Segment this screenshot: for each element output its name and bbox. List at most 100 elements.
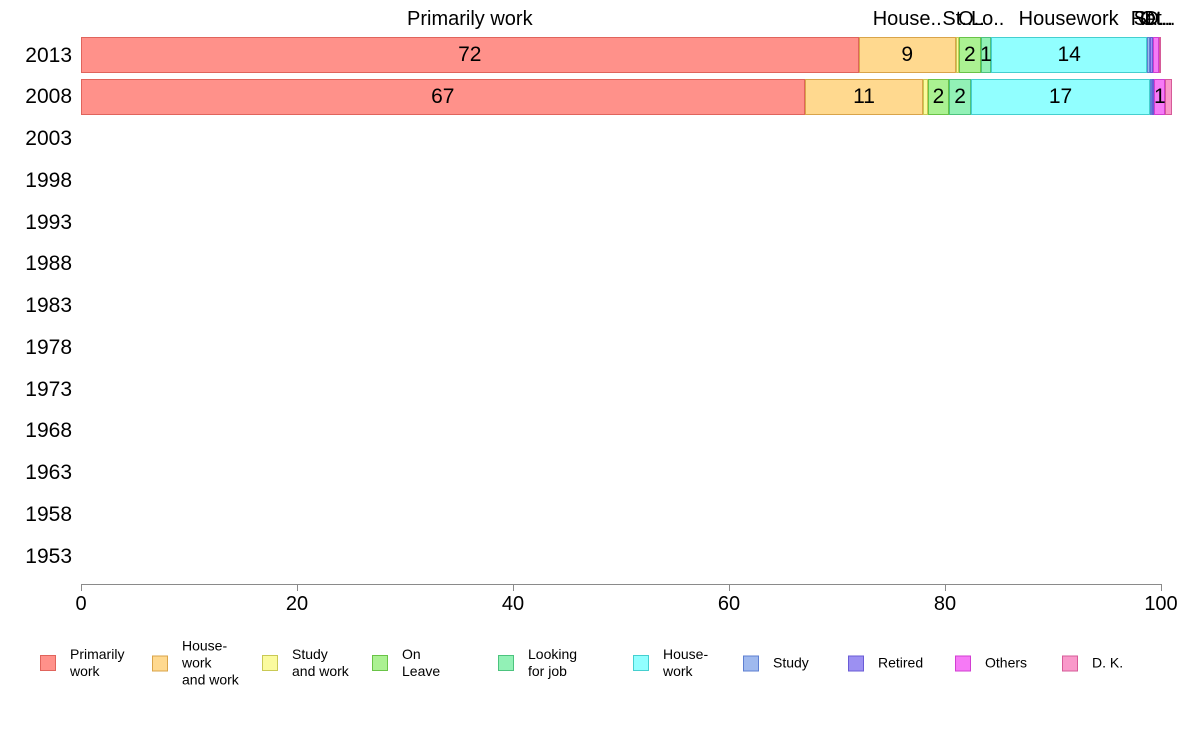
bar-value-label: 9 [901, 43, 914, 67]
x-axis-tick-label: 80 [933, 593, 957, 615]
bar-segment-d-k [1158, 37, 1161, 74]
bar-segment-study-and-work [955, 37, 960, 74]
bar-segment-study-and-work [923, 79, 928, 116]
bar-segment-house-work-and-work: 9 [858, 37, 956, 74]
bar-segment-house-work-and-work: 11 [804, 79, 924, 116]
legend-swatch-house-work-and-work [152, 655, 168, 671]
year-label: 1958 [25, 502, 72, 526]
x-axis-tick [729, 584, 730, 591]
legend-swatch-on-leave [372, 655, 388, 671]
x-axis-line [81, 584, 1161, 585]
stacked-bar-2008: 67 11 2 2 17 1 [81, 79, 1172, 116]
bar-segment-house-work: 14 [991, 37, 1147, 74]
legend-item-retired: Retired [848, 655, 923, 672]
year-label: 1953 [25, 544, 72, 568]
legend-swatch-retired [848, 655, 864, 671]
bar-value-label: 2 [954, 85, 966, 109]
bar-segment-others: 1 [1154, 79, 1166, 116]
year-label: 1993 [25, 210, 72, 234]
column-header: Ot.. [1140, 8, 1173, 30]
year-label: 2003 [25, 127, 72, 151]
x-axis-tick [297, 584, 298, 591]
column-header: St.. [1133, 8, 1164, 30]
column-header: Housework [1018, 8, 1119, 30]
legend-label: D. K. [1092, 654, 1124, 671]
bar-value-label: 2 [963, 43, 976, 67]
legend-label: House-work and work [182, 637, 239, 688]
bar-value-label: 11 [853, 85, 875, 109]
year-label: 1973 [25, 377, 72, 401]
legend-label: Primarily work [70, 646, 125, 679]
year-label: 1963 [25, 461, 72, 485]
legend-swatch-primarily-work [40, 655, 56, 671]
bar-segment-primarily-work: 72 [81, 37, 859, 74]
bar-segment-on-leave: 2 [927, 79, 950, 116]
bar-value-label: 1 [1154, 85, 1166, 109]
legend-swatch-others [955, 655, 971, 671]
legend-label: Study and work [292, 646, 349, 679]
column-header: Lo.. [970, 8, 1005, 30]
column-header: O.. [958, 8, 985, 30]
legend-swatch-house-work [633, 655, 649, 671]
x-axis-tick [513, 584, 514, 591]
column-header: St.. [942, 8, 973, 30]
x-axis-tick-label: 40 [501, 593, 525, 615]
x-axis-tick [1161, 584, 1162, 591]
bar-segment-d-k [1165, 79, 1172, 116]
x-axis-tick-label: 20 [285, 593, 309, 615]
year-label: 1968 [25, 419, 72, 443]
bar-segment-retired [1152, 79, 1155, 116]
bar-segment-others [1153, 37, 1159, 74]
legend-item-house-work: House-work [633, 646, 708, 680]
legend-label: House-work [663, 646, 709, 679]
x-axis-tick-label: 0 [75, 593, 87, 615]
x-axis-tick [81, 584, 82, 591]
year-label: 1978 [25, 335, 72, 359]
legend-swatch-study [743, 655, 759, 671]
bar-value-label: 72 [458, 43, 482, 67]
bar-segment-study [1146, 37, 1151, 74]
x-axis-tick [945, 584, 946, 591]
column-header: Primarily work [407, 8, 533, 30]
legend-item-others: Others [955, 655, 1027, 672]
bar-segment-house-work: 17 [970, 79, 1151, 116]
bar-segment-looking-for-job: 1 [980, 37, 992, 74]
bar-segment-study [1150, 79, 1153, 116]
x-axis-tick-label: 60 [717, 593, 741, 615]
year-label: 1998 [25, 168, 72, 192]
x-axis-tick-label: 100 [1144, 593, 1178, 615]
legend-item-primarily-work: Primarily work [40, 646, 124, 680]
year-label: 1983 [25, 294, 72, 318]
column-header: Ret.. [1130, 8, 1173, 30]
bar-value-label: 17 [1048, 85, 1073, 109]
bar-segment-looking-for-job: 2 [949, 79, 971, 116]
year-label: 2008 [25, 85, 72, 109]
legend-item-study-and-work: Study and work [262, 646, 349, 680]
legend-item-d-k: D. K. [1062, 655, 1123, 672]
bar-segment-primarily-work: 67 [81, 79, 805, 116]
legend-item-looking-for-job: Looking for job [498, 646, 577, 680]
legend-swatch-looking-for-job [498, 655, 514, 671]
column-header: House.. [872, 8, 942, 30]
legend-label: On Leave [402, 646, 441, 679]
bar-value-label: 2 [932, 85, 945, 109]
column-header: D... [1144, 8, 1176, 30]
legend-label: Study [773, 654, 809, 671]
legend-item-on-leave: On Leave [372, 646, 440, 680]
stacked-bar-2013: 72 9 2 1 14 [81, 37, 1161, 74]
bar-segment-on-leave: 2 [959, 37, 981, 74]
legend-label: Looking for job [528, 646, 578, 679]
year-label: 2013 [25, 43, 72, 67]
bar-value-label: 14 [1057, 43, 1081, 67]
legend-item-house-work-and-work: House-work and work [152, 638, 239, 689]
legend-swatch-d-k [1062, 655, 1078, 671]
bar-value-label: 67 [431, 85, 455, 109]
legend-label: Others [985, 654, 1028, 671]
year-label: 1988 [25, 252, 72, 276]
legend-swatch-study-and-work [262, 655, 278, 671]
legend-item-study: Study [743, 655, 809, 672]
legend-label: Retired [878, 654, 924, 671]
bar-segment-retired [1150, 37, 1154, 74]
bar-value-label: 1 [980, 43, 992, 67]
